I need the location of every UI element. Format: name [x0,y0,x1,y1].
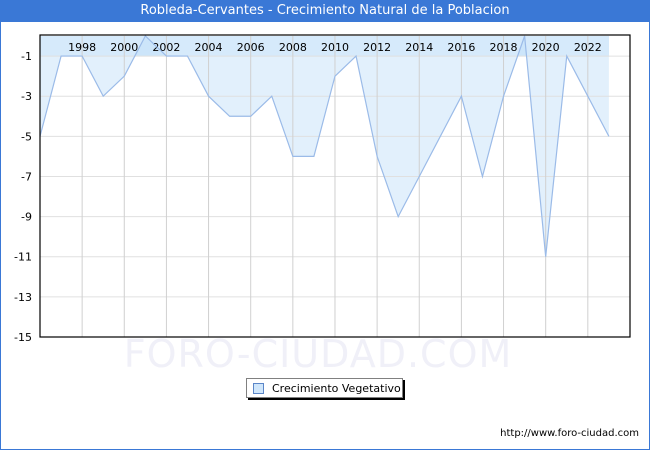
svg-text:-3: -3 [21,90,32,103]
legend-label: Crecimiento Vegetativo [272,381,401,395]
svg-text:-15: -15 [14,331,32,344]
svg-text:2018: 2018 [490,41,518,54]
svg-text:-5: -5 [21,130,32,143]
svg-text:2002: 2002 [152,41,180,54]
legend: Crecimiento Vegetativo [246,378,403,398]
svg-text:2022: 2022 [574,41,602,54]
svg-text:-7: -7 [21,170,32,183]
svg-text:2008: 2008 [279,41,307,54]
svg-text:1998: 1998 [68,41,96,54]
svg-text:2016: 2016 [447,41,475,54]
svg-text:2000: 2000 [110,41,138,54]
svg-text:2014: 2014 [405,41,433,54]
watermark: FORO-CIUDAD.COM [123,332,513,376]
svg-text:-9: -9 [21,211,32,224]
svg-text:2010: 2010 [321,41,349,54]
svg-text:-13: -13 [14,291,32,304]
svg-text:2020: 2020 [532,41,560,54]
svg-text:2012: 2012 [363,41,391,54]
svg-text:2006: 2006 [237,41,265,54]
svg-text:2004: 2004 [195,41,223,54]
svg-text:-1: -1 [21,50,32,63]
svg-text:-11: -11 [14,251,32,264]
legend-swatch-icon [253,382,264,394]
chart-title: Robleda-Cervantes - Crecimiento Natural … [0,0,650,22]
source-url: http://www.foro-ciudad.com [500,428,639,439]
